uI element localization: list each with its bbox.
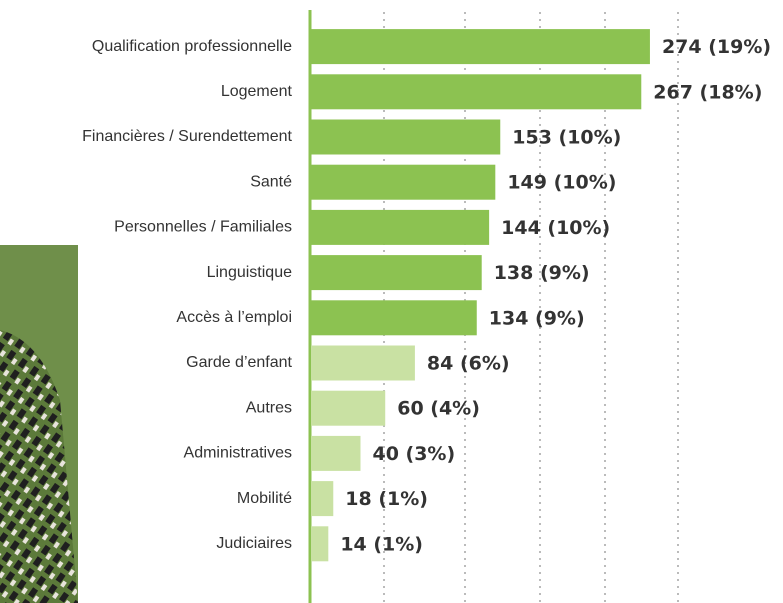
bar (311, 390, 386, 426)
photo (0, 245, 78, 603)
value-label: 138 (9%) (494, 262, 590, 284)
category-label: Linguistique (207, 264, 293, 281)
value-label: 149 (10%) (507, 172, 616, 194)
category-label: Logement (221, 83, 293, 100)
value-label: 274 (19%) (662, 36, 771, 58)
category-label: Garde d’enfant (186, 354, 292, 371)
bar (311, 345, 415, 381)
category-label: Accès à l’emploi (176, 309, 292, 326)
bar (311, 209, 490, 245)
value-label: 144 (10%) (501, 217, 610, 239)
value-label: 14 (1%) (340, 533, 423, 555)
bar (311, 481, 334, 517)
category-label: Autres (246, 399, 292, 416)
category-label: Mobilité (237, 490, 292, 507)
bar (311, 255, 482, 291)
bar (311, 29, 650, 65)
category-label: Santé (250, 173, 292, 190)
category-label: Administratives (184, 445, 292, 462)
value-label: 60 (4%) (397, 398, 480, 420)
bar (311, 435, 361, 471)
bar (311, 300, 477, 336)
value-label: 84 (6%) (427, 353, 510, 375)
category-label: Qualification professionnelle (92, 38, 292, 55)
value-label: 267 (18%) (653, 81, 762, 103)
category-label: Financières / Surendettement (82, 128, 292, 145)
bar (311, 119, 501, 155)
category-label: Personnelles / Familiales (114, 219, 292, 236)
value-label: 40 (3%) (372, 443, 455, 465)
value-label: 134 (9%) (489, 307, 585, 329)
category-label: Judiciaires (216, 535, 292, 552)
bar (311, 526, 329, 562)
value-label: 18 (1%) (345, 488, 428, 510)
bar (311, 74, 642, 110)
bar (311, 164, 496, 200)
value-label: 153 (10%) (512, 127, 621, 149)
